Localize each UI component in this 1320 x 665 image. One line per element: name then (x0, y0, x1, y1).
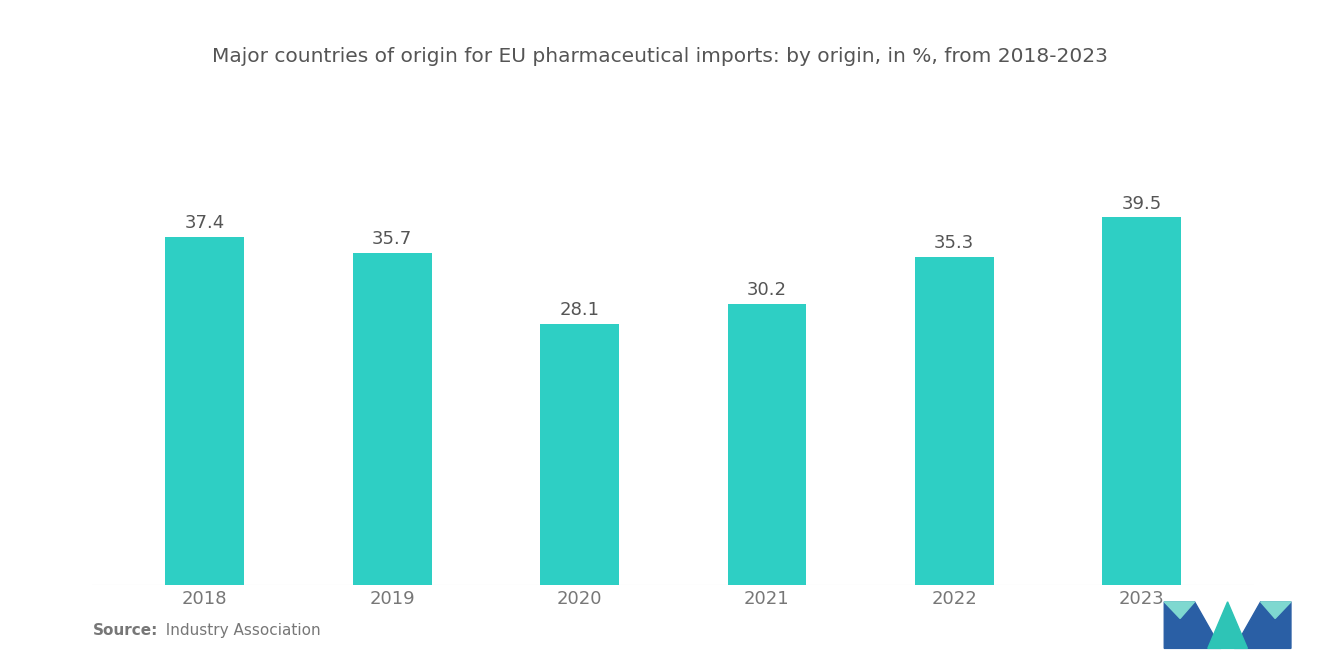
Text: Industry Association: Industry Association (156, 623, 321, 638)
Bar (727, 304, 807, 585)
Text: 37.4: 37.4 (185, 214, 224, 232)
Polygon shape (1164, 602, 1195, 618)
Text: 35.7: 35.7 (372, 230, 412, 248)
Text: 28.1: 28.1 (560, 301, 599, 319)
Polygon shape (1234, 602, 1291, 648)
Text: 30.2: 30.2 (747, 281, 787, 299)
Polygon shape (1261, 602, 1291, 618)
Bar (540, 324, 619, 585)
Text: 35.3: 35.3 (935, 234, 974, 252)
Text: 39.5: 39.5 (1122, 195, 1162, 213)
Bar (165, 237, 244, 585)
Text: Source:: Source: (92, 623, 158, 638)
Bar (352, 253, 432, 585)
Text: Major countries of origin for EU pharmaceutical imports: by origin, in %, from 2: Major countries of origin for EU pharmac… (213, 47, 1107, 66)
Polygon shape (1164, 602, 1221, 648)
Bar (915, 257, 994, 585)
Bar (1102, 217, 1181, 585)
Polygon shape (1208, 602, 1247, 648)
